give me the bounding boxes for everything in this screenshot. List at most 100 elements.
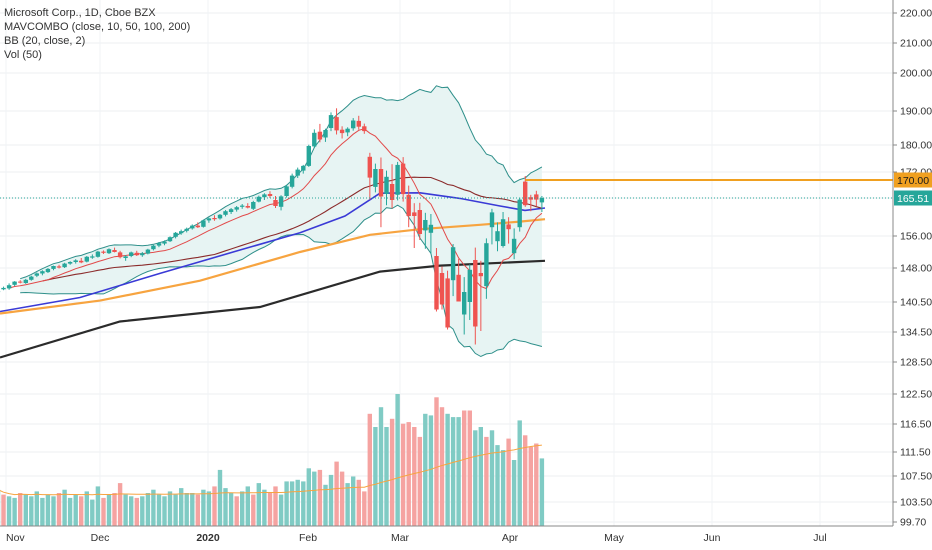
candle-body: [367, 156, 372, 178]
candle-body: [295, 169, 300, 176]
candle-body: [439, 273, 445, 305]
price-lines: [0, 179, 893, 199]
volume-bar: [301, 481, 306, 526]
candle-body: [234, 207, 239, 210]
candle-body: [351, 120, 356, 129]
volume-bar: [228, 493, 234, 526]
volume-bar: [378, 407, 384, 526]
candle-body: [517, 199, 522, 228]
candle-body: [378, 169, 384, 197]
indicator-legend: Microsoft Corp., 1D, Cboe BZX MAVCOMBO (…: [4, 6, 190, 62]
volume-bar: [117, 483, 123, 526]
price-tick-label: 220.00: [900, 8, 932, 20]
legend-symbol[interactable]: Microsoft Corp., 1D, Cboe BZX: [4, 7, 156, 19]
candle-body: [384, 176, 389, 194]
candle-body: [528, 197, 533, 200]
time-tick-label: Nov: [6, 532, 25, 544]
volume-bar: [256, 483, 261, 526]
candle-body: [201, 220, 206, 227]
volume-bar: [517, 420, 522, 526]
volume-bar: [101, 497, 106, 526]
candle-body: [284, 186, 289, 196]
volume-bar: [195, 494, 200, 526]
candle-body: [317, 131, 323, 140]
volume-bar: [201, 489, 206, 526]
candle-body: [167, 237, 173, 242]
candle-body: [184, 228, 189, 231]
volume-bar: [45, 494, 51, 526]
candle-body: [12, 281, 17, 285]
candlesticks: [0, 108, 545, 345]
ma200-line: [0, 259, 546, 359]
volume-bar: [323, 484, 328, 527]
legend-vol[interactable]: Vol (50): [4, 49, 42, 61]
volume-bar: [400, 423, 406, 526]
volume-bar: [328, 474, 334, 526]
volume-bar: [334, 461, 339, 526]
volume-bar: [495, 445, 500, 526]
volume-bar: [506, 438, 511, 526]
volume-bar: [278, 494, 284, 526]
ma-orange-line: [0, 218, 546, 315]
price-tick-label: 107.50: [900, 471, 932, 483]
candle-body: [306, 146, 311, 166]
volume-bar: [362, 491, 367, 526]
legend-bb[interactable]: BB (20, close, 2): [4, 35, 86, 47]
volume-bar: [489, 430, 495, 526]
volume-bar: [112, 493, 117, 526]
volume-bar: [534, 443, 539, 526]
volume-bar: [6, 496, 12, 526]
price-tag-170-bg: [894, 172, 932, 188]
price-tick-label: 99.70: [900, 517, 926, 529]
candle-body: [289, 175, 295, 187]
candle-body: [506, 224, 511, 230]
volume-bar: [389, 418, 395, 527]
volume-bar: [428, 415, 434, 526]
price-tick-label: 103.50: [900, 497, 932, 509]
candle-body: [228, 209, 234, 212]
time-tick-label: Jul: [813, 532, 826, 544]
candle-body: [73, 260, 78, 262]
volume-bar: [267, 493, 273, 526]
candle-body: [339, 129, 345, 134]
volume-bar: [184, 493, 189, 526]
volume-bar: [417, 436, 422, 526]
volume-bar: [439, 407, 445, 526]
candle-body: [67, 262, 73, 264]
volume-bar: [134, 497, 139, 526]
candle-body: [179, 231, 184, 234]
candle-body: [406, 194, 411, 216]
price-tag-170: 170.00: [897, 175, 929, 187]
volume-bar: [179, 488, 184, 526]
candle-body: [356, 120, 361, 127]
candle-body: [445, 278, 450, 328]
legend-mavcombo[interactable]: MAVCOMBO (close, 10, 50, 100, 200): [4, 21, 191, 33]
price-tick-label: 210.00: [900, 38, 932, 50]
time-tick-label: Apr: [502, 532, 519, 544]
candle-body: [195, 225, 200, 228]
price-tick-label: 128.50: [900, 357, 932, 369]
candle-body: [173, 232, 178, 237]
volume-bar: [367, 413, 372, 526]
candle-body: [495, 231, 500, 242]
bb-fill: [20, 85, 542, 357]
volume-bar: [23, 494, 28, 526]
candle-body: [362, 126, 367, 132]
volume-bar: [456, 417, 461, 526]
candle-body: [23, 279, 28, 283]
volume-bar: [40, 497, 45, 526]
candle-body: [473, 260, 478, 327]
volume-bar: [412, 427, 417, 526]
ma50-line: [42, 176, 543, 282]
candle-body: [245, 206, 250, 208]
bollinger-bands: [20, 85, 543, 358]
candle-body: [523, 181, 528, 206]
candle-body: [29, 276, 34, 280]
volume-bar: [423, 413, 428, 526]
candle-body: [511, 238, 517, 254]
price-tick-label: 116.50: [900, 419, 931, 431]
volume-bar: [129, 496, 134, 526]
